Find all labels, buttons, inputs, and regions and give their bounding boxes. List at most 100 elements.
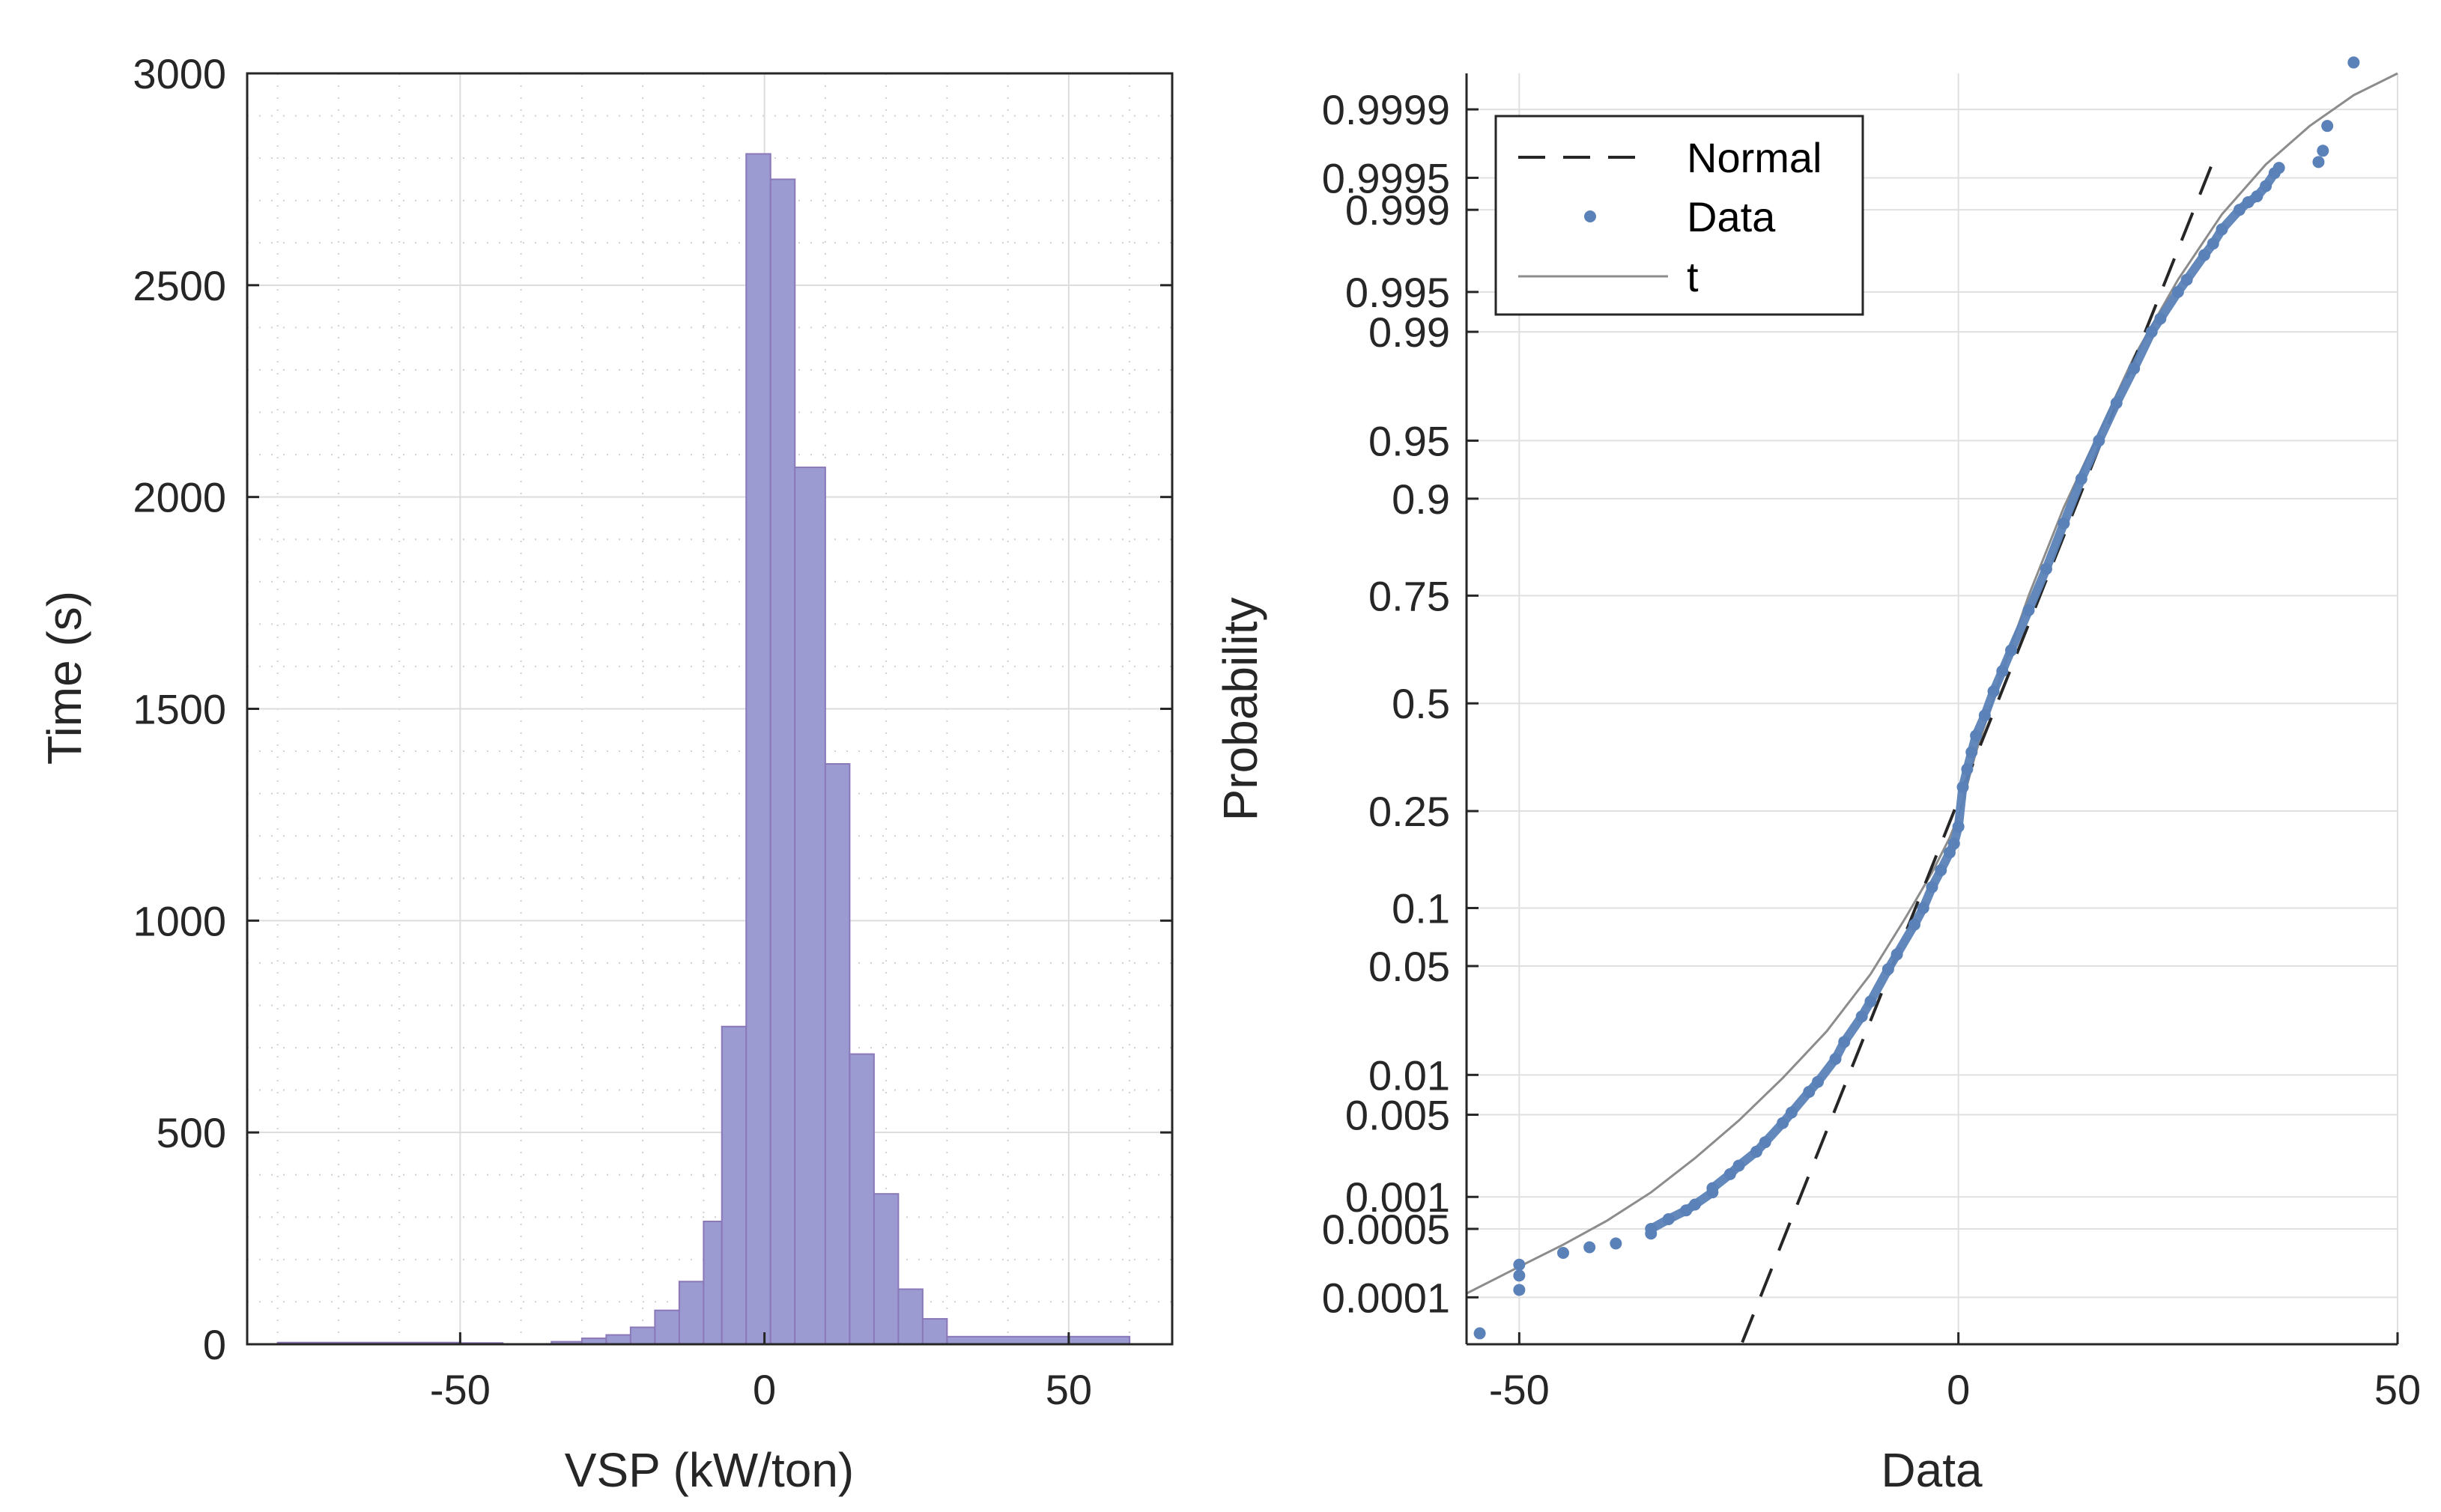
probability-y-tick-label: 0.75 [1368, 572, 1450, 619]
probability-y-tick-label: 0.9995 [1322, 154, 1450, 201]
histogram-bar [897, 1288, 924, 1346]
histogram-bar [703, 1220, 723, 1345]
data-point [1583, 1241, 1596, 1254]
data-point [1680, 1204, 1693, 1217]
probability-y-tick-label: 0.99 [1368, 309, 1450, 356]
histogram-bar [721, 1025, 748, 1345]
histogram-y-tick-label: 3000 [133, 50, 226, 97]
histogram-bar [824, 763, 851, 1345]
data-point [1838, 1036, 1851, 1048]
data-point [2171, 285, 2184, 298]
data-point [1935, 864, 1947, 877]
histogram-bar [605, 1334, 631, 1345]
legend-normal-label: Normal [1687, 134, 1822, 181]
probability-y-tick-label: 0.1 [1392, 885, 1450, 932]
data-point [1556, 1247, 1569, 1260]
histogram-y-tick-label: 1500 [133, 686, 226, 733]
histogram-bar [678, 1281, 705, 1346]
legend-data-marker [1584, 210, 1596, 222]
data-point [1965, 746, 1978, 759]
data-point [2347, 56, 2360, 69]
histogram-bar [654, 1309, 680, 1346]
histogram-y-tick-label: 0 [203, 1321, 226, 1368]
data-point [2207, 237, 2219, 250]
data-point [1732, 1159, 1745, 1172]
histogram-bar [769, 178, 796, 1346]
data-point [1777, 1117, 1789, 1129]
data-point [1829, 1052, 1842, 1065]
probability-y-tick-label: 0.9 [1392, 476, 1450, 523]
histogram-bar [794, 467, 826, 1346]
histogram-y-tick-label: 1000 [133, 897, 226, 944]
probability-y-tick-label: 0.9999 [1322, 86, 1450, 133]
data-point [2312, 156, 2325, 168]
probability-y-tick-label: 0.0001 [1322, 1274, 1450, 1321]
data-point [1513, 1284, 1526, 1296]
data-point [2272, 162, 2285, 174]
data-point [1947, 837, 1960, 850]
probability-y-tick-label: 0.995 [1345, 269, 1450, 316]
data-point [1513, 1258, 1526, 1271]
data-point [2216, 223, 2228, 236]
data-point [1956, 781, 1969, 794]
data-point [1610, 1237, 1622, 1250]
legend-data-label: Data [1687, 193, 1776, 240]
histogram-bar [921, 1318, 948, 1346]
data-point [1952, 820, 1965, 833]
histogram-bars [276, 153, 1131, 1346]
data-point [1785, 1106, 1798, 1119]
data-point [1908, 918, 1921, 931]
histogram-x-tick-label: 0 [753, 1366, 776, 1413]
data-point [2128, 362, 2141, 375]
histogram-x-axis-label: VSP (kW/ton) [565, 1443, 854, 1497]
data-point [2040, 562, 2052, 575]
data-point [1855, 1010, 1868, 1023]
data-point [1662, 1212, 1675, 1225]
data-point [1987, 685, 2000, 698]
data-point [1970, 729, 1983, 742]
data-point [1645, 1222, 1658, 1235]
data-point [2154, 312, 2167, 325]
data-point [2180, 273, 2193, 286]
data-point [1803, 1085, 1816, 1098]
histogram-bar [873, 1193, 900, 1346]
data-point [1926, 881, 1938, 893]
data-point [1881, 963, 1894, 976]
histogram-bar [946, 1335, 1131, 1345]
data-point [2022, 604, 2035, 616]
data-point [1750, 1145, 1762, 1158]
data-point [1812, 1075, 1825, 1088]
data-point [2242, 195, 2254, 208]
histogram-bar [745, 153, 771, 1345]
data-point [2005, 644, 2018, 657]
probability-y-axis-label: Probability [1213, 598, 1267, 822]
probability-y-tick-label: 0.05 [1368, 943, 1450, 990]
data-point [1723, 1168, 1736, 1180]
data-point [2251, 190, 2263, 203]
histogram-bar [849, 1053, 875, 1345]
data-point [1473, 1327, 1486, 1340]
data-point [1688, 1198, 1701, 1211]
legend-t-label: t [1687, 253, 1699, 300]
data-point [2075, 473, 2087, 485]
data-point [2058, 517, 2070, 529]
probability-x-axis-label: Data [1881, 1443, 1983, 1497]
data-point [2321, 120, 2334, 133]
data-point [1890, 948, 1903, 961]
probability-y-tick-label: 0.01 [1368, 1051, 1450, 1099]
data-point [1759, 1136, 1771, 1149]
data-point [1943, 846, 1956, 859]
probability-y-tick-label: 0.999 [1345, 186, 1450, 234]
data-point [1996, 665, 2009, 678]
legend: Normal Data t [1494, 115, 1864, 316]
data-point [1961, 763, 1974, 776]
histogram-y-tick-label: 2000 [133, 474, 226, 521]
probability-y-tick-label: 0.0005 [1322, 1206, 1450, 1253]
histogram-y-axis-label: Time (s) [37, 591, 91, 765]
probability-y-tick-label: 0.5 [1392, 680, 1450, 727]
histogram-y-tick-label: 2500 [133, 262, 226, 309]
probability-series [1467, 56, 2398, 1344]
